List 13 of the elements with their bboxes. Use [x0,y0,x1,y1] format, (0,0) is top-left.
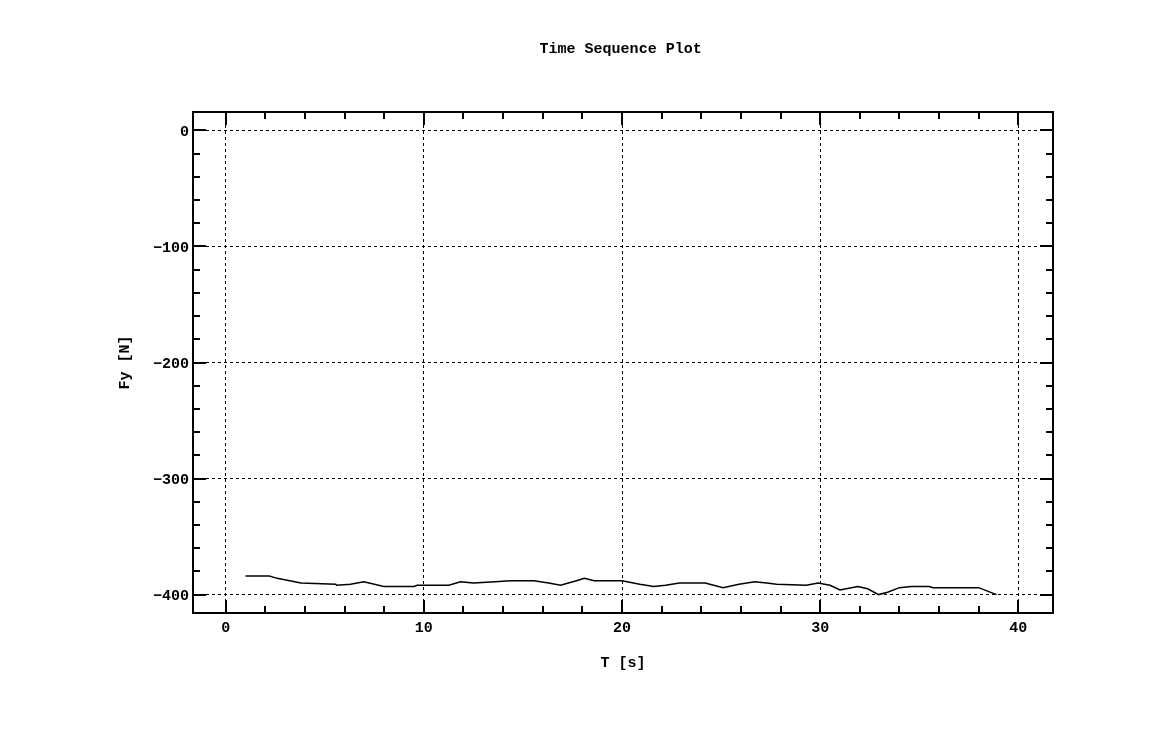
x-tick-label: 40 [1009,620,1028,637]
x-tick-label: 10 [414,620,433,637]
y-tick-label: −100 [152,239,189,257]
x-tick-label: 20 [613,620,632,637]
y-axis-title: Fy [N] [116,335,134,390]
y-tick-label: −300 [152,471,189,489]
chart-title: Time Sequence Plot [539,40,702,58]
y-tick-label: 0 [179,123,189,141]
y-tick-label: −400 [152,587,189,605]
y-tick-label: −200 [152,355,189,373]
x-tick-label: 30 [811,620,830,637]
x-tick-label: 0 [221,620,231,637]
x-axis-title: T [s] [600,654,646,672]
